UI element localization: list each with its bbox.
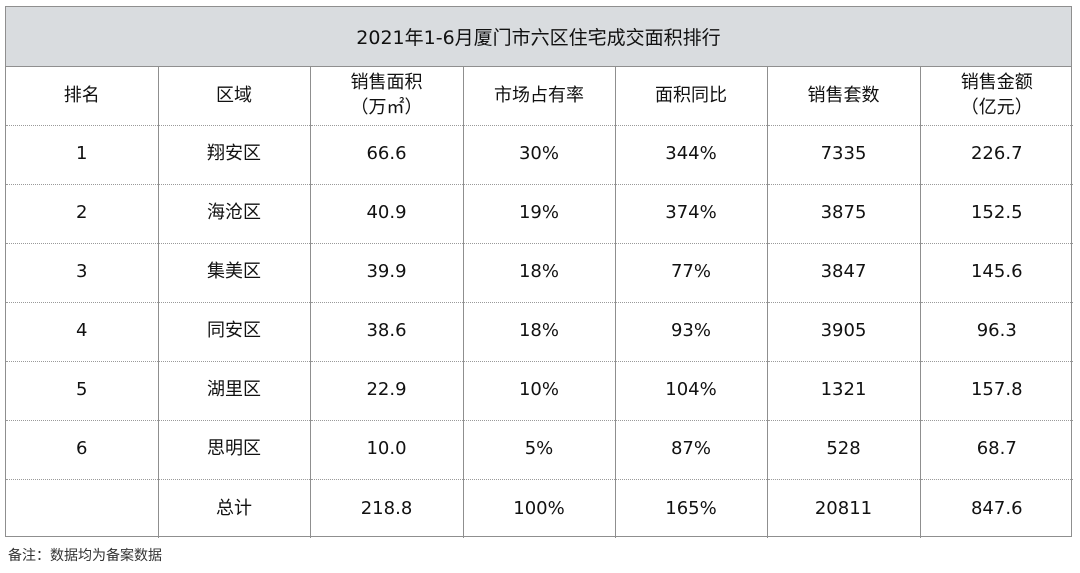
cell-market-share: 100%: [463, 479, 616, 538]
ranking-table: 2021年1-6月厦门市六区住宅成交面积排行 排名 区域 销售面积 （万㎡） 市场…: [5, 6, 1073, 538]
cell-district: 翔安区: [158, 125, 311, 185]
cell-sales-amount: 847.6: [970, 497, 1023, 519]
table-row: 6 思明区 10.0 5% 87% 528 68.7: [6, 420, 1073, 480]
data-table: 排名 区域 销售面积 （万㎡） 市场占有率 面积同比 销售套数 销售金额 （亿元） …: [6, 67, 1073, 538]
cell-sales-area: 10.0: [310, 420, 464, 480]
cell-area-yoy: 87%: [615, 420, 768, 480]
cell-rank: 2: [6, 184, 159, 244]
total-row: 总计 218.8 100% 165% 20811 847.6: [6, 479, 1073, 538]
cell-sales-area: 218.8: [310, 479, 464, 538]
cell-rank: [6, 479, 159, 538]
cell-rank: 4: [6, 302, 159, 362]
cell-market-share: 18%: [463, 243, 616, 303]
cell-rank: 6: [6, 420, 159, 480]
cell-units-sold: 3847: [767, 243, 921, 303]
table-row: 3 集美区 39.9 18% 77% 3847 145.6: [6, 243, 1073, 303]
cell-district: 同安区: [158, 302, 311, 362]
cell-sales-amount: 152.5: [920, 184, 1073, 244]
cell-sales-amount: 226.7: [920, 125, 1073, 185]
cell-market-share: 19%: [463, 184, 616, 244]
cell-rank: 5: [6, 361, 159, 421]
cell-market-share: 5%: [463, 420, 616, 480]
cell-area-yoy: 77%: [615, 243, 768, 303]
cell-district: 海沧区: [158, 184, 311, 244]
cell-units-sold: 3905: [767, 302, 921, 362]
cell-area-yoy: 104%: [615, 361, 768, 421]
cell-area-yoy: 344%: [615, 125, 768, 185]
cell-district: 湖里区: [158, 361, 311, 421]
cell-market-share: 30%: [463, 125, 616, 185]
cell-units-sold: 20811: [767, 479, 921, 538]
cell-district: 思明区: [158, 420, 311, 480]
cell-rank: 1: [6, 125, 159, 185]
cell-sales-area: 40.9: [310, 184, 464, 244]
cell-sales-amount: 157.8: [920, 361, 1073, 421]
table-row: 5 湖里区 22.9 10% 104% 1321 157.8: [6, 361, 1073, 421]
cell-sales-area: 22.9: [310, 361, 464, 421]
header-market-share: 市场占有率: [463, 67, 616, 126]
table-title: 2021年1-6月厦门市六区住宅成交面积排行: [6, 7, 1071, 67]
header-rank: 排名: [6, 67, 159, 126]
table-row: 4 同安区 38.6 18% 93% 3905 96.3: [6, 302, 1073, 362]
header-units-sold: 销售套数: [767, 67, 921, 126]
header-sales-amount: 销售金额 （亿元）: [920, 67, 1073, 126]
cell-area-yoy: 93%: [615, 302, 768, 362]
cell-units-sold: 3875: [767, 184, 921, 244]
cell-sales-area: 66.6: [310, 125, 464, 185]
cell-sales-area: 38.6: [310, 302, 464, 362]
cell-sales-amount: 145.6: [920, 243, 1073, 303]
cell-area-yoy: 374%: [615, 184, 768, 244]
cell-units-sold: 7335: [767, 125, 921, 185]
header-sales-area: 销售面积 （万㎡）: [310, 67, 464, 126]
cell-sales-area: 39.9: [310, 243, 464, 303]
table-row: 2 海沧区 40.9 19% 374% 3875 152.5: [6, 184, 1073, 244]
cell-district: 总计: [158, 479, 311, 538]
cell-rank: 3: [6, 243, 159, 303]
cell-sales-amount: 96.3: [920, 302, 1073, 362]
cell-sales-amount: 68.7: [920, 420, 1073, 480]
footnote: 备注：数据均为备案数据: [8, 548, 162, 564]
cell-market-share: 18%: [463, 302, 616, 362]
cell-district: 集美区: [158, 243, 311, 303]
cell-units-sold: 528: [767, 420, 921, 480]
cell-market-share: 10%: [463, 361, 616, 421]
cell-units-sold: 1321: [767, 361, 921, 421]
cell-area-yoy: 165%: [615, 479, 768, 538]
header-row: 排名 区域 销售面积 （万㎡） 市场占有率 面积同比 销售套数 销售金额 （亿元）: [6, 67, 1073, 126]
table-row: 1 翔安区 66.6 30% 344% 7335 226.7: [6, 125, 1073, 185]
header-district: 区域: [158, 67, 311, 126]
header-area-yoy: 面积同比: [615, 67, 768, 126]
